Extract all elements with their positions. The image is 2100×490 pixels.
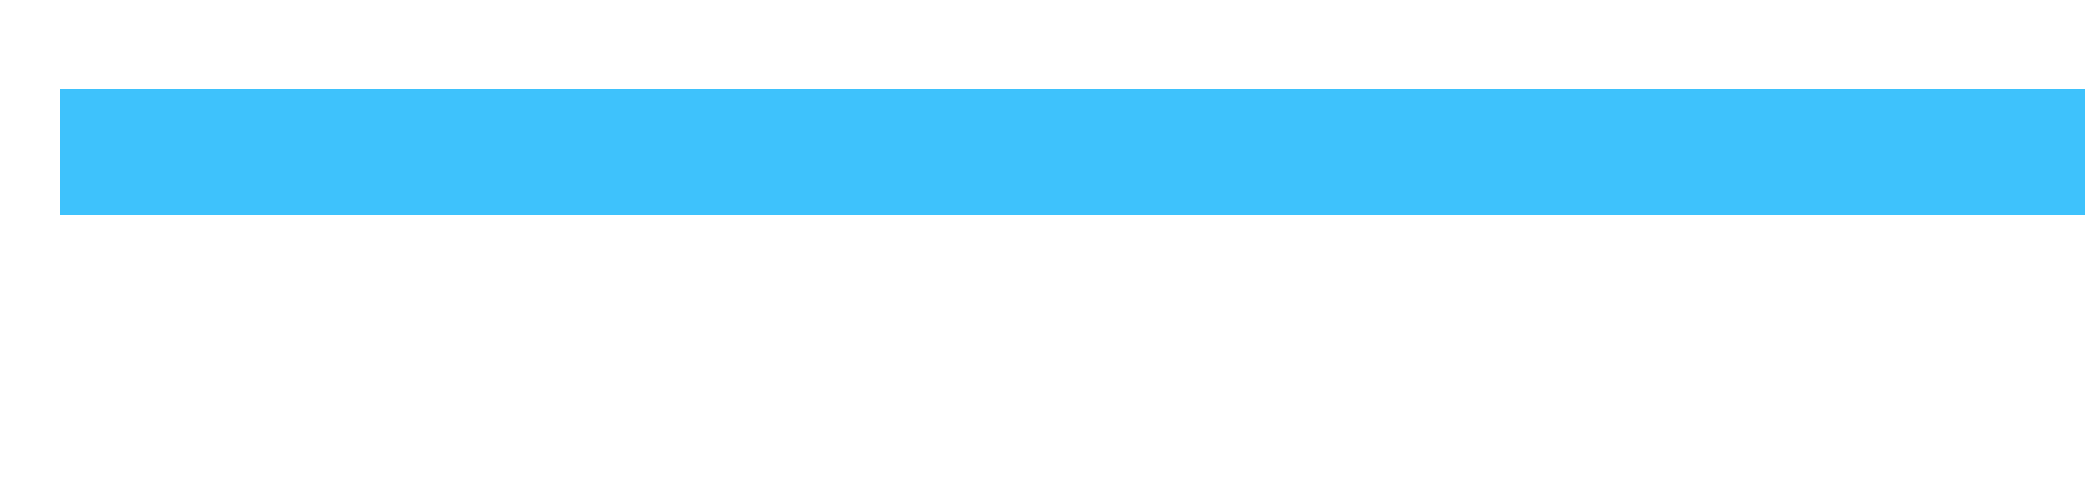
blue-banner [60, 89, 2085, 215]
